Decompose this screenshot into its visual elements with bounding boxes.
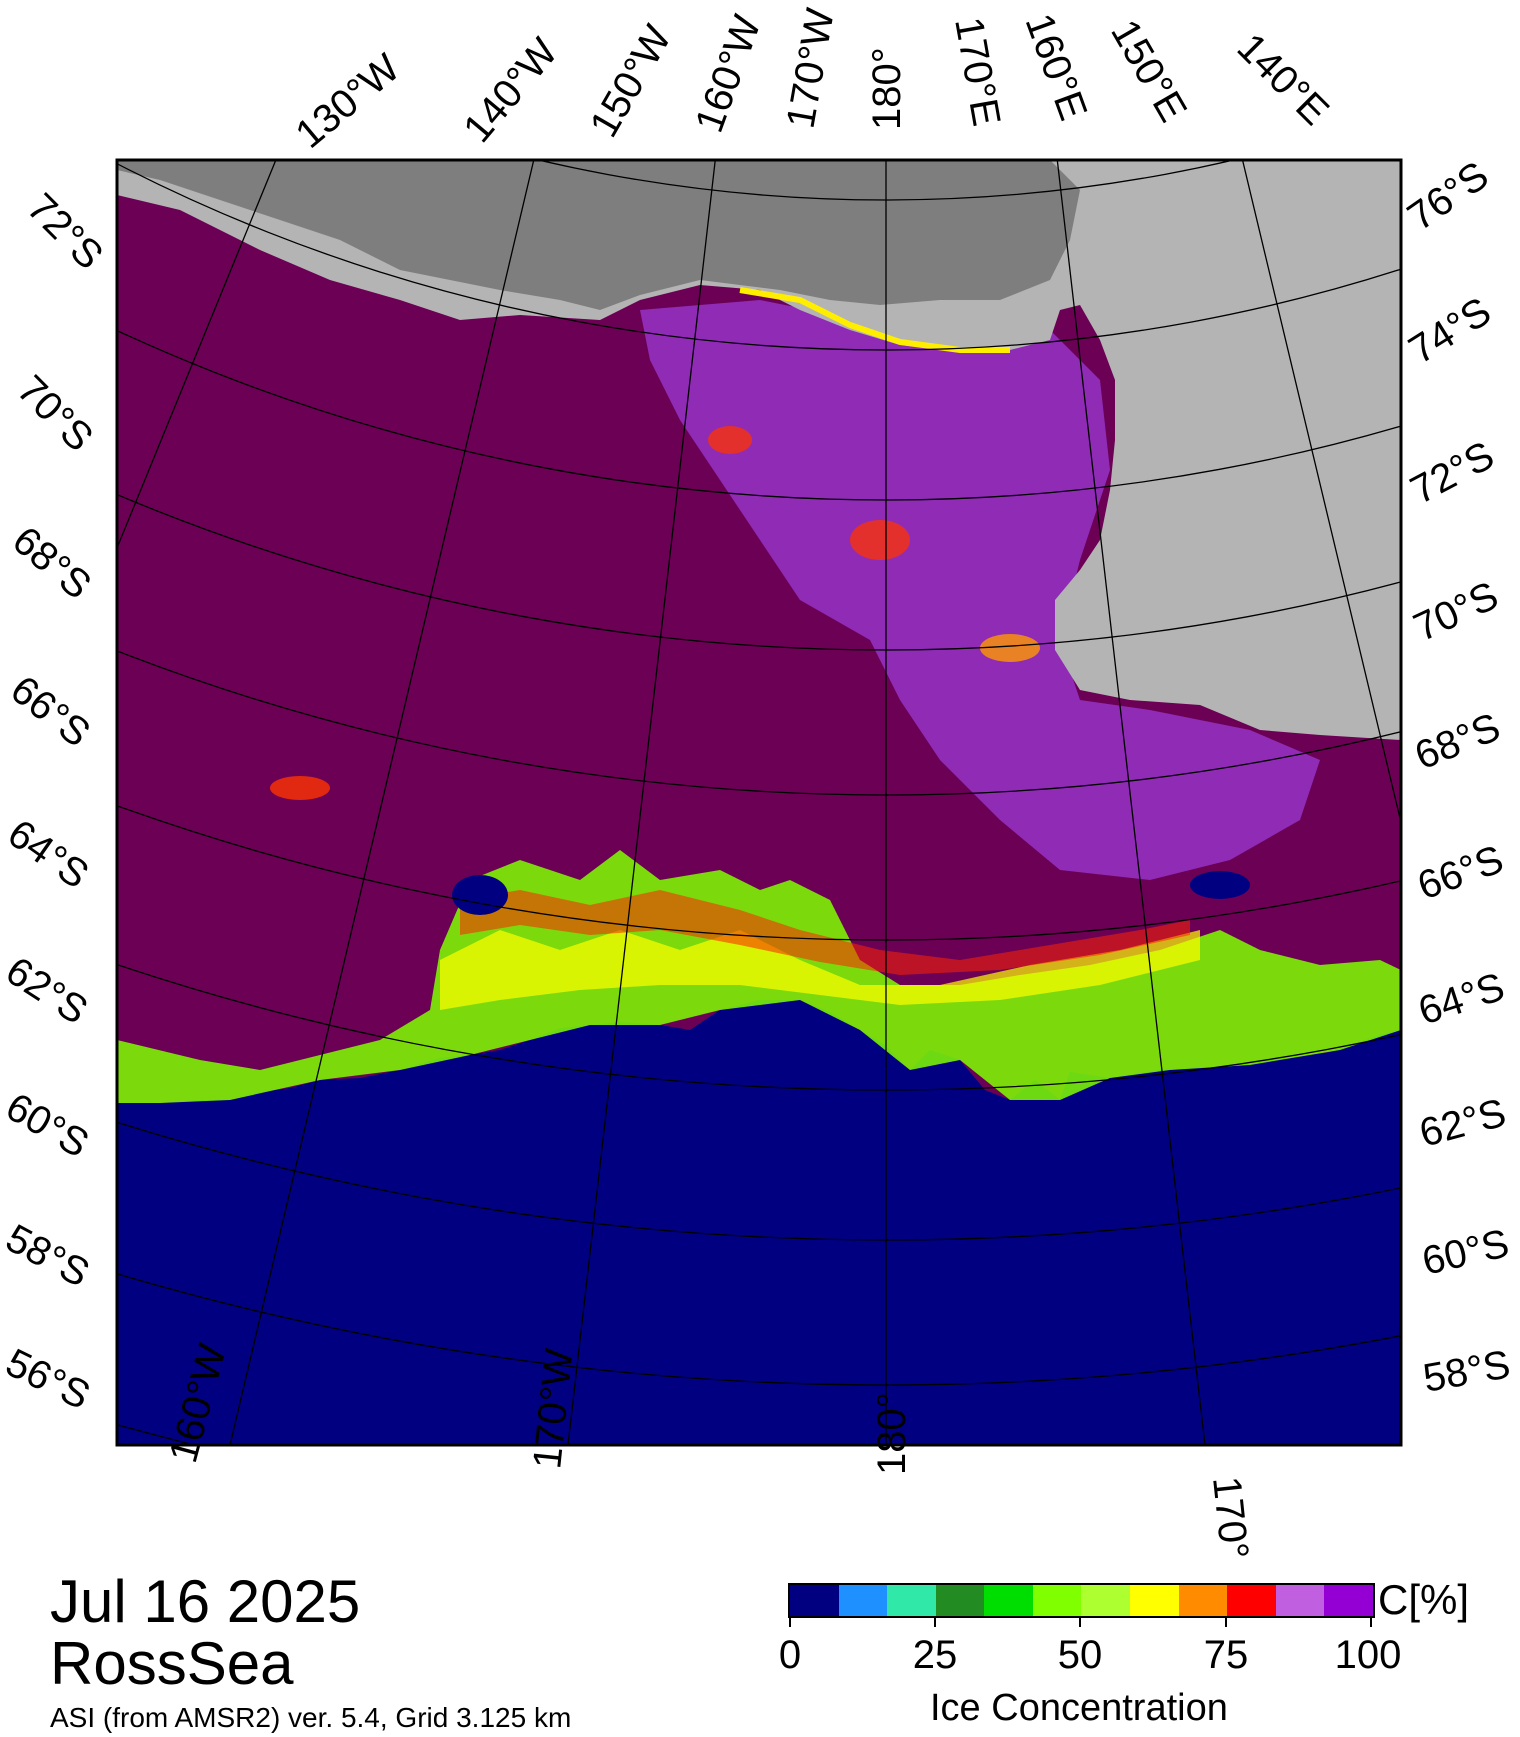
lon-label-top: 140°W [455,30,566,151]
colorbar-unit: C[%] [1378,1576,1470,1623]
lat-label-right: 60°S [1418,1221,1513,1283]
colorbar-tick [934,1617,936,1627]
ice-patch [1190,871,1250,899]
colorbar-segment [1178,1585,1228,1616]
map-date: Jul 16 2025 [50,1568,361,1635]
colorbar-segment [1275,1585,1325,1616]
lon-label-top: 160°W [687,10,770,139]
ice-patch [708,426,752,454]
lat-label-right: 72°S [1404,433,1502,513]
map-frame [115,158,1403,1447]
lat-label-right: 74°S [1401,289,1498,373]
colorbar-tick-label: 25 [912,1633,958,1677]
colorbar-segment [1081,1585,1131,1616]
colorbar-tick-label: 75 [1203,1633,1249,1677]
antarctic-land [117,160,1401,740]
colorbar-segment [1324,1585,1373,1616]
ice-patch [980,634,1040,662]
lon-label-top: 130°W [288,46,409,157]
colorbar-tick [789,1617,791,1627]
lon-label-top: 160°E [1017,8,1096,126]
colorbar-segment [838,1585,888,1616]
colorbar-segment [790,1585,839,1616]
lon-label-top: 150°W [582,18,680,145]
dense-ice-zone [640,300,1320,880]
lat-label-left: 64°S [0,811,96,897]
colorbar-segment [1227,1585,1276,1616]
lat-label-right: 66°S [1412,837,1509,908]
sea-ice-map: 130°W 140°W 150°W 160°W 170°W 180° 170°E… [0,5,1513,1560]
colorbar-tick [1225,1617,1227,1627]
lat-label-left: 62°S [0,949,95,1033]
lat-label-right: 76°S [1400,153,1497,239]
colorbar-tick [1079,1617,1081,1627]
colorbar-tick-label: 50 [1057,1633,1103,1677]
lon-label-top: 170°E [946,14,1008,129]
lat-label-left: 68°S [4,518,99,608]
lat-label-left: 66°S [2,667,98,755]
lon-label-bottom: 180° [870,1392,914,1475]
lat-label-left: 72°S [19,185,112,278]
colorbar [788,1583,1375,1618]
colorbar-title: Ice Concentration [930,1687,1228,1729]
coastal-ice-fringe [739,287,1010,353]
region-name: RossSea [50,1630,294,1697]
lat-label-left: 70°S [9,367,102,460]
colorbar-segment [984,1585,1033,1616]
marginal-ice-red [460,890,1190,975]
colorbar-segment [1032,1585,1082,1616]
ice-patch [452,875,508,915]
lon-label-top: 140°E [1229,25,1337,133]
lat-label-right: 62°S [1415,1091,1511,1156]
colorbar-segment [935,1585,985,1616]
lon-label-top: 170°W [779,5,843,132]
lon-label-bottom: 170°E [1204,1474,1259,1560]
ice-patch [270,776,330,800]
marginal-ice-yellow [440,930,1200,1010]
colorbar-tick-label: 100 [1334,1633,1402,1677]
ice-patch [850,520,910,560]
lon-label-top: 180° [865,47,909,130]
graticule [117,160,1401,1445]
lat-label-right: 70°S [1407,573,1505,650]
lat-label-left: 56°S [0,1341,97,1419]
lon-label-top: 150°E [1102,13,1195,130]
lat-label-right: 64°S [1413,965,1510,1034]
data-source: ASI (from AMSR2) ver. 5.4, Grid 3.125 km [50,1702,572,1733]
colorbar-tick [1370,1617,1372,1627]
colorbar-segment [1130,1585,1179,1616]
colorbar-segment [887,1585,936,1616]
lat-label-left: 58°S [0,1216,96,1296]
lat-label-right: 68°S [1409,705,1506,778]
ice-shelf [117,160,1080,310]
lat-label-left: 60°S [0,1085,96,1167]
colorbar-tick-label: 0 [778,1633,802,1677]
lat-label-right: 58°S [1420,1342,1513,1400]
